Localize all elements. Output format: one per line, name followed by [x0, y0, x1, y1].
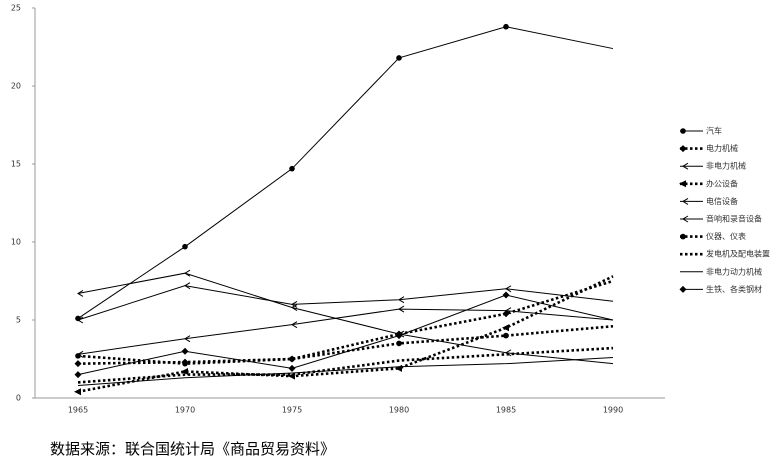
point — [505, 307, 512, 315]
series-line — [77, 272, 614, 365]
legend-label: 音响和录音设备 — [706, 214, 762, 224]
source-note: 数据来源：联合国统计局《商品贸易资料》 — [50, 440, 335, 458]
point — [505, 285, 512, 293]
series-line — [77, 294, 614, 376]
x-tick-label: 1970 — [175, 406, 195, 415]
legend-label: 非电力动力机械 — [706, 266, 762, 276]
point — [182, 243, 188, 250]
legend-marker — [680, 233, 686, 240]
legend-label: 非电力机械 — [706, 161, 746, 171]
legend-marker — [682, 215, 689, 223]
series-line — [77, 308, 614, 355]
legend-marker — [682, 197, 689, 205]
legend-label: 办公设备 — [706, 178, 738, 188]
point — [396, 340, 402, 347]
legend-label: 电力机械 — [706, 143, 738, 153]
point — [398, 305, 405, 313]
point — [398, 296, 405, 304]
series-line — [77, 346, 614, 384]
point — [396, 55, 402, 61]
point — [184, 269, 191, 277]
point — [77, 290, 84, 297]
legend-marker — [679, 285, 687, 293]
point — [288, 364, 296, 372]
x-tick-label: 1985 — [496, 406, 516, 415]
point — [291, 300, 298, 308]
y-tick-label: 5 — [16, 316, 21, 325]
y-tick-label: 10 — [11, 238, 21, 247]
point — [291, 304, 298, 311]
series-line — [77, 26, 614, 319]
point — [395, 332, 403, 340]
point — [75, 353, 81, 359]
point — [289, 165, 295, 172]
point — [395, 364, 402, 372]
legend-label: 仪器、仪表 — [706, 231, 746, 241]
series-line — [77, 324, 614, 365]
series-line — [77, 279, 614, 365]
point — [77, 316, 84, 324]
y-tick-label: 25 — [11, 4, 21, 13]
legend-label: 生铁、各类钢材 — [706, 284, 762, 294]
legend-marker — [679, 180, 686, 188]
point — [181, 367, 188, 375]
point — [74, 388, 81, 396]
x-tick-label: 1980 — [389, 406, 409, 415]
point — [184, 335, 191, 343]
legend-marker — [680, 128, 686, 134]
point — [505, 349, 512, 357]
point — [502, 291, 510, 299]
x-tick-label: 1990 — [603, 406, 623, 415]
y-tick-label: 20 — [11, 82, 21, 91]
y-tick-label: 0 — [16, 394, 21, 403]
legend-label: 电信设备 — [706, 196, 738, 206]
point — [74, 360, 82, 368]
point — [184, 282, 191, 290]
point — [74, 371, 82, 379]
point — [181, 347, 189, 355]
point — [502, 324, 509, 332]
point — [503, 332, 509, 339]
legend-marker — [679, 145, 687, 153]
x-tick-label: 1965 — [68, 406, 88, 415]
x-tick-label: 1975 — [282, 406, 302, 415]
point — [182, 360, 188, 367]
legend-label: 发电机及配电装置 — [706, 249, 770, 259]
point — [289, 356, 295, 362]
series-line — [77, 356, 614, 387]
series-line — [77, 275, 614, 394]
legend-label: 汽车 — [706, 126, 722, 136]
point — [291, 321, 298, 329]
y-tick-label: 15 — [11, 160, 21, 169]
legend-marker — [682, 162, 689, 170]
series-line — [77, 285, 614, 321]
point — [503, 23, 509, 30]
